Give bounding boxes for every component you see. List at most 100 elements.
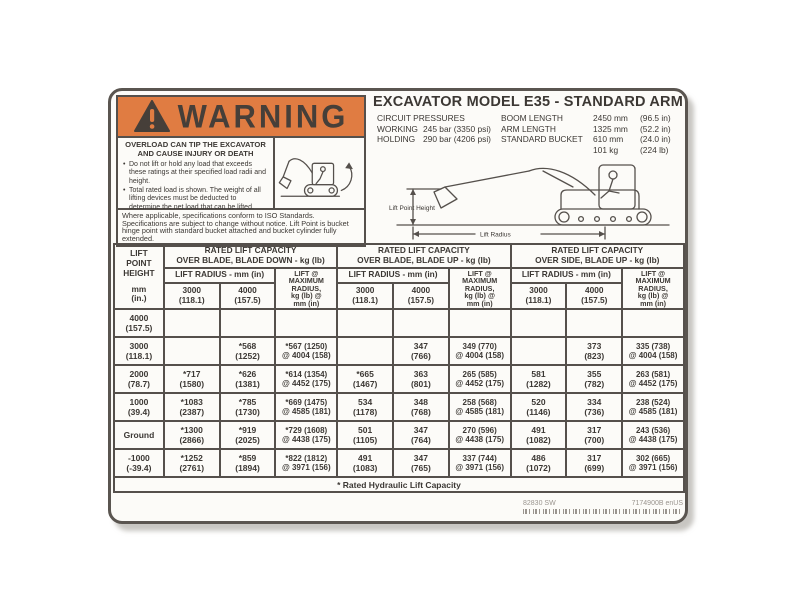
capacity-cell: 258 (568) @ 4585 (181) <box>447 392 512 423</box>
max-radius-header: LIFT @ MAXIMUM RADIUS, kg (lb) @ mm (in) <box>621 266 685 311</box>
capacity-cell: 263 (581) @ 4452 (175) <box>621 364 685 395</box>
max-radius-header: LIFT @ MAXIMUM RADIUS, kg (lb) @ mm (in) <box>274 266 339 311</box>
capacity-cell: 337 (744) @ 3971 (156) <box>447 448 512 479</box>
warning-banner-text: WARNING <box>177 97 349 135</box>
capacity-cell <box>447 308 512 339</box>
table-row: 1000 (39.4) *1083 (2387) *785 (1730) *669 (147… <box>113 392 685 423</box>
capacity-cell: 355 (782) <box>565 364 624 395</box>
bucket-weight-metric: 101 kg <box>593 144 619 155</box>
bullet-marker: • <box>123 160 126 168</box>
barcode <box>523 509 683 514</box>
bucket-weight-imperial: (224 lb) <box>640 144 669 155</box>
lift-radius-label: Lift Radius <box>480 232 511 239</box>
lift-point-height-label: Lift Point Height <box>389 205 435 212</box>
capacity-cell: *1252 (2761) <box>162 448 221 479</box>
working-value: 245 bar (3350 psi) <box>423 123 491 134</box>
capacity-cell: *919 (2025) <box>218 420 277 451</box>
lift-point-height-cell: 2000 (78.7) <box>113 364 165 395</box>
lift-point-height-header: LIFT POINT HEIGHT mm (in.) <box>113 242 165 311</box>
capacity-cell: *859 (1894) <box>218 448 277 479</box>
lift-point-height-cell: 4000 (157.5) <box>113 308 165 339</box>
capacity-cell: 347 (765) <box>392 448 450 479</box>
radius-3000-header: 3000 (118.1) <box>162 281 221 311</box>
table-row: 2000 (78.7) *717 (1580) *626 (1381) *614 (1354… <box>113 364 685 395</box>
radius-4000-header: 4000 (157.5) <box>218 281 277 311</box>
capacity-cell <box>336 336 394 367</box>
arm-length-metric: 1325 mm <box>593 123 628 134</box>
capacity-cell <box>509 308 568 339</box>
circuit-pressures-header: CIRCUIT PRESSURES <box>377 113 465 123</box>
spec-columns: CIRCUIT PRESSURES WORKING 245 bar (3350 … <box>371 113 685 155</box>
table-row: 4000 (157.5) <box>113 308 685 339</box>
capacity-cell: 373 (823) <box>565 336 624 367</box>
capacity-cell: 335 (738) @ 4004 (158) <box>621 336 685 367</box>
lift-radius-header: LIFT RADIUS - mm (in) <box>336 266 450 285</box>
lift-point-height-cell: Ground <box>113 420 165 451</box>
lift-capacity-table: LIFT POINT HEIGHT mm (in.) RATED LIFT CA… <box>113 242 686 494</box>
capacity-cell: 581 (1282) <box>509 364 568 395</box>
bullet-item: • Do not lift or hold any load that exce… <box>123 160 266 185</box>
capacity-cell: 491 (1082) <box>509 420 568 451</box>
overload-text-box: OVERLOAD CAN TIP THE EXCAVATOR AND CAUSE… <box>118 138 275 211</box>
max-radius-header: LIFT @ MAXIMUM RADIUS, kg (lb) @ mm (in) <box>447 266 512 311</box>
capacity-cell: 486 (1072) <box>509 448 568 479</box>
capacity-cell: *1083 (2387) <box>162 392 221 423</box>
capacity-cell: 501 (1105) <box>336 420 394 451</box>
dimensions-block: BOOM LENGTH 2450 mm (96.5 in) ARM LENGTH… <box>501 113 685 155</box>
excavator-capacity-decal: WARNING OVERLOAD CAN TIP THE EXCAVATOR A… <box>108 88 688 524</box>
bullet-item: • Total rated load is shown. The weight … <box>123 187 261 211</box>
capacity-cell: *614 (1354) @ 4452 (175) <box>274 364 339 395</box>
table-row: Ground *1300 (2866) *919 (2025) *729 (1608) @ … <box>113 420 685 451</box>
lift-radius-header: LIFT RADIUS - mm (in) <box>509 266 624 285</box>
iso-note: Where applicable, specifications conform… <box>116 210 366 247</box>
table-row: 3000 (118.1) *568 (1252) *567 (1250) @ 4004 (… <box>113 336 685 367</box>
capacity-cell: *626 (1381) <box>218 364 277 395</box>
warning-triangle-icon <box>133 100 170 133</box>
bullet-marker: • <box>123 187 126 195</box>
group-header-blade-down: RATED LIFT CAPACITY OVER BLADE, BLADE DO… <box>162 243 339 269</box>
boom-length-label: BOOM LENGTH <box>501 113 563 123</box>
capacity-cell <box>162 308 221 339</box>
capacity-cell: *785 (1730) <box>218 392 277 423</box>
capacity-cell: 317 (700) <box>565 420 624 451</box>
working-label: WORKING <box>377 123 418 134</box>
table-row: -1000 (-39.4) *1252 (2761) *859 (1894) *822 (1… <box>113 448 685 479</box>
overload-section: OVERLOAD CAN TIP THE EXCAVATOR AND CAUSE… <box>116 138 366 211</box>
warning-column: WARNING OVERLOAD CAN TIP THE EXCAVATOR A… <box>116 95 366 247</box>
capacity-cell: 348 (768) <box>392 392 450 423</box>
overload-bullets: • Do not lift or hold any load that exce… <box>122 161 269 212</box>
capacity-cell: 265 (585) @ 4452 (175) <box>447 364 512 395</box>
capacity-cell: *729 (1608) @ 4438 (175) <box>274 420 339 451</box>
arm-length-label: ARM LENGTH <box>501 123 556 134</box>
rated-capacity-footnote: * Rated Hydraulic Lift Capacity <box>113 476 685 494</box>
arm-length-imperial: (52.2 in) <box>640 123 671 134</box>
capacity-cell: 520 (1146) <box>509 392 568 423</box>
radius-3000-header: 3000 (118.1) <box>509 281 568 311</box>
tipping-excavator-icon <box>275 138 364 208</box>
capacity-cell: *669 (1475) @ 4585 (181) <box>274 392 339 423</box>
holding-value: 290 bar (4206 psi) <box>423 134 491 144</box>
radius-3000-header: 3000 (118.1) <box>336 281 394 311</box>
part-code-left: 82830 SW <box>523 500 556 507</box>
lift-table-body: 4000 (157.5) 3000 (118.1) *568 (1252) *567 (12… <box>113 308 685 479</box>
capacity-cell: *665 (1467) <box>336 364 394 395</box>
capacity-cell: 243 (536) @ 4438 (175) <box>621 420 685 451</box>
radius-4000-header: 4000 (157.5) <box>392 281 450 311</box>
capacity-cell <box>274 308 339 339</box>
boom-length-metric: 2450 mm <box>593 113 628 123</box>
part-number-block: 82830 SW 7174900B enUS <box>523 500 683 514</box>
lift-point-height-cell: 3000 (118.1) <box>113 336 165 367</box>
holding-label: HOLDING <box>377 134 416 144</box>
overload-title: OVERLOAD CAN TIP THE EXCAVATOR AND CAUSE… <box>125 140 266 158</box>
capacity-cell: *717 (1580) <box>162 364 221 395</box>
capacity-cell: 238 (524) @ 4585 (181) <box>621 392 685 423</box>
bucket-label: STANDARD BUCKET <box>501 134 583 144</box>
capacity-cell: 347 (764) <box>392 420 450 451</box>
capacity-cell: 349 (770) @ 4004 (158) <box>447 336 512 367</box>
capacity-cell: *1300 (2866) <box>162 420 221 451</box>
lift-point-height-cell: 1000 (39.4) <box>113 392 165 423</box>
bucket-metric: 610 mm <box>593 134 624 144</box>
capacity-cell: 363 (801) <box>392 364 450 395</box>
capacity-cell: 334 (736) <box>565 392 624 423</box>
